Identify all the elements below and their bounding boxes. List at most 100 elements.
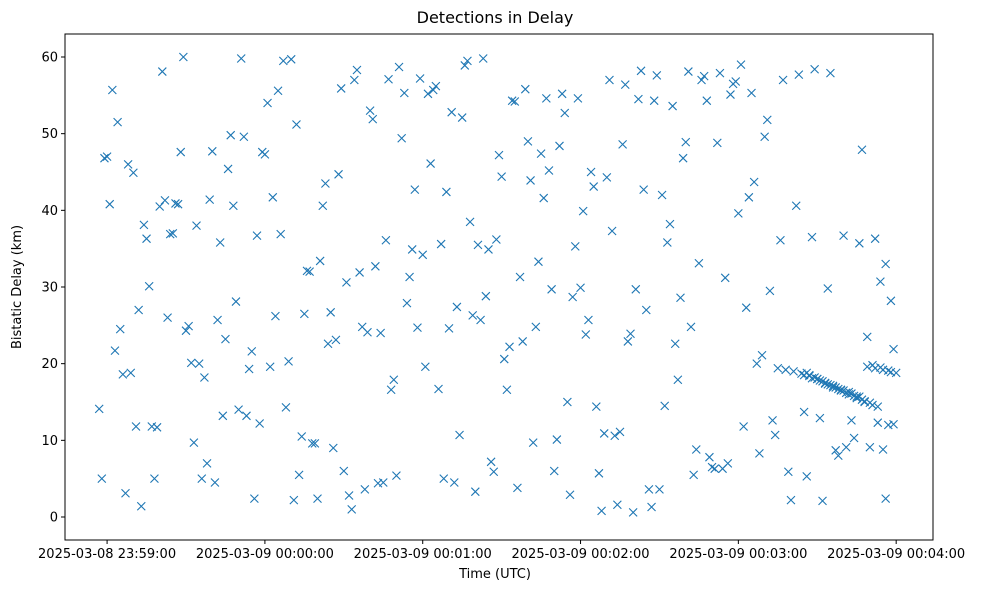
data-point-x-marker — [497, 172, 507, 181]
data-point-x-marker — [334, 169, 343, 179]
x-tick-label: 2025-03-09 00:01:00 — [354, 547, 492, 562]
data-point-x-marker — [200, 373, 209, 382]
data-point-x-marker — [252, 231, 262, 241]
data-point-x-marker — [131, 422, 141, 431]
data-point-x-marker — [136, 501, 146, 511]
data-point-x-marker — [347, 504, 357, 514]
data-point-x-marker — [284, 356, 293, 366]
data-point-x-marker — [810, 373, 820, 382]
data-point-x-marker — [634, 94, 643, 104]
data-point-x-marker — [207, 146, 217, 156]
data-point-x-marker — [413, 323, 422, 333]
data-point-x-marker — [247, 347, 257, 356]
data-point-x-marker — [573, 94, 583, 103]
data-point-x-marker — [584, 315, 593, 325]
data-point-x-marker — [631, 284, 641, 294]
data-point-x-marker — [410, 185, 420, 195]
data-point-x-marker — [660, 401, 670, 411]
data-point-x-marker — [134, 305, 144, 315]
data-point-x-marker — [213, 315, 222, 325]
data-point-x-marker — [434, 384, 443, 394]
data-point-x-marker — [841, 388, 851, 398]
data-point-x-marker — [655, 485, 664, 494]
data-point-x-marker — [313, 494, 322, 503]
data-point-x-marker — [647, 502, 656, 512]
data-point-x-marker — [476, 315, 485, 325]
data-point-x-marker — [499, 354, 509, 364]
data-point-x-marker — [549, 466, 559, 476]
data-point-x-marker — [365, 106, 375, 116]
data-point-x-marker — [668, 101, 677, 111]
data-point-x-marker — [142, 234, 151, 244]
data-point-x-marker — [173, 199, 183, 209]
data-point-x-marker — [331, 335, 341, 345]
data-point-x-marker — [176, 147, 186, 157]
data-point-x-marker — [728, 79, 738, 89]
x-axis-label: Time (UTC) — [458, 567, 531, 582]
data-point-x-marker — [852, 392, 862, 402]
data-point-x-marker — [370, 261, 380, 271]
data-point-x-marker — [234, 405, 243, 415]
data-point-x-marker — [465, 217, 475, 227]
data-point-x-marker — [478, 54, 488, 63]
data-point-x-marker — [389, 375, 399, 385]
data-point-x-marker — [357, 322, 367, 332]
data-point-x-marker — [594, 468, 604, 478]
y-tick-label: 40 — [41, 204, 58, 219]
data-point-x-marker — [862, 332, 872, 342]
data-point-x-marker — [623, 337, 633, 346]
data-point-x-marker — [802, 471, 812, 481]
data-point-x-marker — [355, 268, 364, 277]
data-point-x-marker — [857, 145, 867, 155]
data-point-x-marker — [876, 277, 885, 287]
data-point-x-marker — [812, 374, 822, 384]
data-point-x-marker — [576, 283, 585, 293]
data-point-x-marker — [823, 284, 833, 293]
x-tick-label: 2025-03-08 23:59:00 — [38, 547, 176, 562]
data-point-x-marker — [152, 422, 162, 432]
y-tick-label: 50 — [41, 127, 58, 142]
data-point-x-marker — [110, 346, 120, 356]
data-point-x-marker — [102, 152, 112, 162]
data-point-x-marker — [807, 232, 817, 242]
data-point-x-marker — [670, 339, 680, 349]
data-point-x-marker — [286, 54, 296, 64]
data-point-x-marker — [228, 201, 238, 211]
data-point-x-marker — [436, 239, 446, 249]
data-point-x-marker — [344, 491, 354, 500]
data-point-x-marker — [776, 235, 785, 245]
data-point-x-marker — [468, 310, 478, 320]
data-point-x-marker — [770, 430, 780, 440]
data-point-x-marker — [105, 199, 115, 209]
data-point-x-marker — [484, 245, 493, 254]
data-point-x-marker — [707, 462, 717, 472]
data-point-x-marker — [394, 62, 404, 72]
data-point-x-marker — [171, 199, 180, 208]
data-point-x-marker — [705, 452, 714, 462]
data-point-x-marker — [552, 435, 562, 444]
data-point-x-marker — [868, 400, 877, 410]
y-tick-label: 30 — [41, 281, 58, 296]
data-point-x-marker — [397, 133, 407, 143]
data-point-x-marker — [783, 467, 793, 477]
data-point-x-marker — [107, 85, 117, 95]
data-point-x-marker — [562, 397, 572, 407]
data-point-x-marker — [215, 238, 225, 247]
data-point-x-marker — [597, 506, 606, 516]
data-point-x-marker — [826, 68, 835, 78]
data-point-x-marker — [386, 385, 396, 395]
data-point-x-marker — [310, 439, 320, 448]
data-point-x-marker — [244, 364, 254, 374]
data-point-x-marker — [749, 177, 759, 187]
data-point-x-marker — [221, 334, 230, 344]
data-point-x-marker — [818, 496, 827, 506]
data-point-x-marker — [415, 74, 425, 83]
data-point-x-marker — [231, 297, 241, 306]
data-point-x-marker — [439, 474, 449, 484]
data-point-x-marker — [686, 322, 696, 332]
data-point-x-marker — [239, 132, 249, 142]
data-point-x-marker — [278, 56, 288, 66]
data-point-x-marker — [242, 411, 251, 421]
data-point-x-marker — [263, 98, 272, 108]
data-point-x-marker — [591, 402, 601, 411]
